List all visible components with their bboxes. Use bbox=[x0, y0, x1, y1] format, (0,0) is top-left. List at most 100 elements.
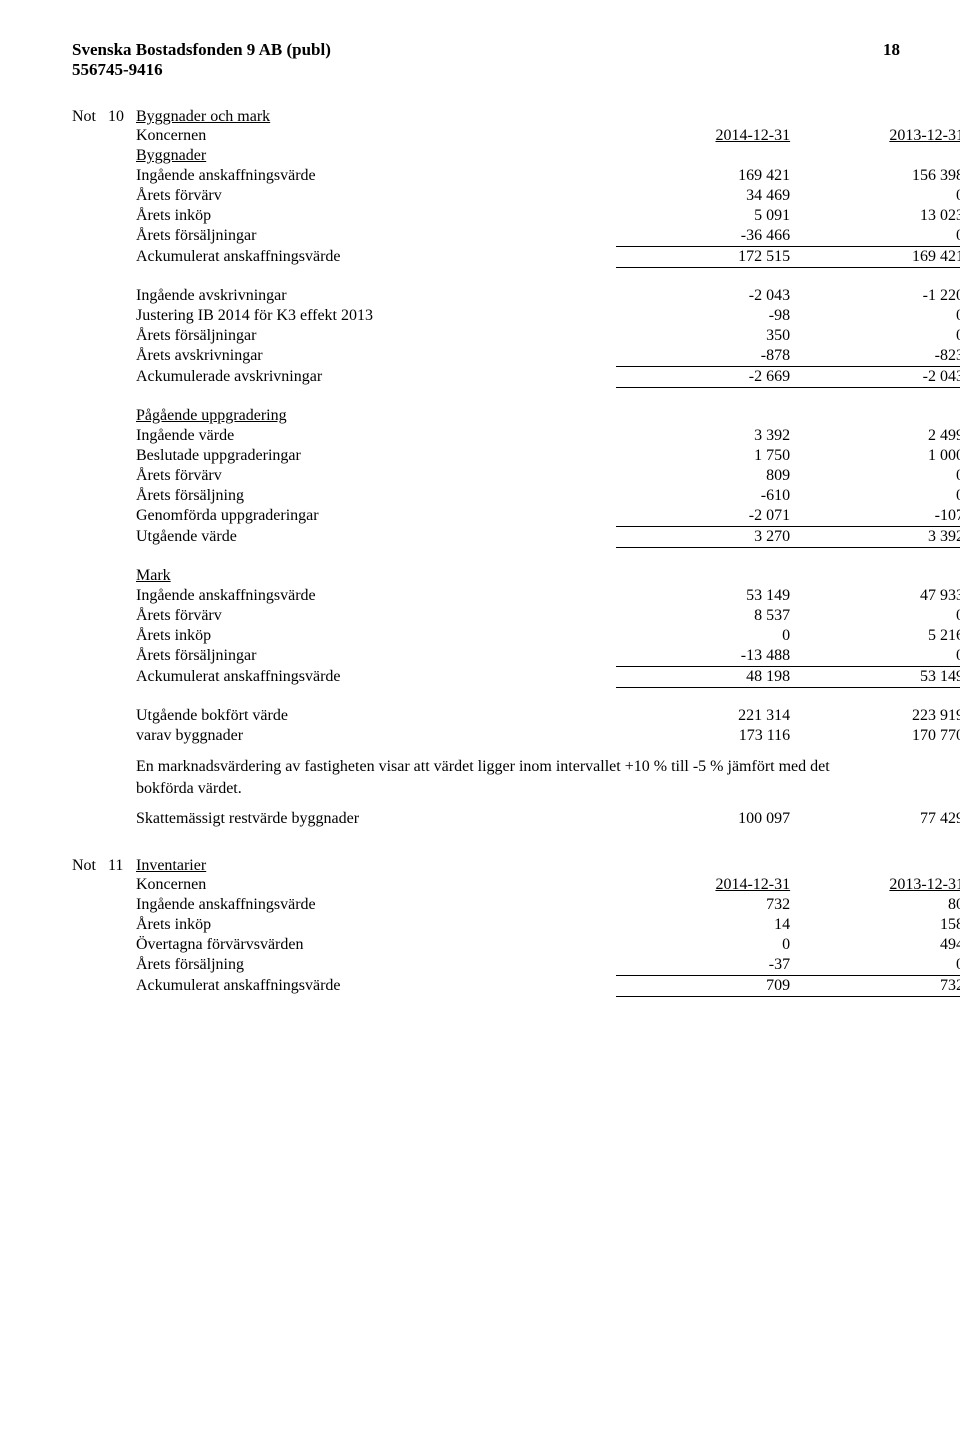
table-row-total: Ackumulerat anskaffningsvärde 48 198 53 … bbox=[136, 667, 960, 688]
row-val1: 709 bbox=[616, 976, 790, 997]
table-row: Ingående avskrivningar -2 043 -1 220 bbox=[136, 286, 960, 306]
row-label: Årets försäljning bbox=[136, 486, 616, 506]
note11-table: Koncernen 2014-12-31 2013-12-31 Ingående… bbox=[136, 875, 960, 997]
row-val1: 221 314 bbox=[616, 706, 790, 726]
row-label: Ackumulerat anskaffningsvärde bbox=[136, 976, 616, 997]
row-label: varav byggnader bbox=[136, 726, 616, 746]
table-row: varav byggnader 173 116 170 770 bbox=[136, 726, 960, 746]
row-val1: 1 750 bbox=[616, 446, 790, 466]
row-label: Årets inköp bbox=[136, 626, 616, 646]
row-val1: -13 488 bbox=[616, 646, 790, 667]
table-row: Årets inköp 0 5 216 bbox=[136, 626, 960, 646]
table-row: Utgående bokfört värde 221 314 223 919 bbox=[136, 706, 960, 726]
row-val2: 80 bbox=[790, 895, 960, 915]
row-val2: 13 023 bbox=[790, 206, 960, 226]
pagaende-heading: Pågående uppgradering bbox=[136, 406, 616, 426]
row-label: Ackumulerade avskrivningar bbox=[136, 367, 616, 388]
table-row-total: Ackumulerat anskaffningsvärde 172 515 16… bbox=[136, 247, 960, 268]
row-val1: -878 bbox=[616, 346, 790, 367]
note-title: Inventarier bbox=[136, 857, 206, 875]
row-val2: 2 499 bbox=[790, 426, 960, 446]
row-label: Årets inköp bbox=[136, 206, 616, 226]
group-label: Koncernen bbox=[136, 126, 616, 146]
table-row: Årets inköp 14 158 bbox=[136, 915, 960, 935]
valuation-text: En marknadsvärdering av fastigheten visa… bbox=[136, 756, 836, 799]
col2-header: 2013-12-31 bbox=[790, 126, 960, 146]
table-row: Ingående värde 3 392 2 499 bbox=[136, 426, 960, 446]
row-val1: 3 270 bbox=[616, 527, 790, 548]
table-row: Årets förvärv 809 0 bbox=[136, 466, 960, 486]
row-val1: -98 bbox=[616, 306, 790, 326]
table-row: Genomförda uppgraderingar -2 071 -107 bbox=[136, 506, 960, 527]
table-row: Årets avskrivningar -878 -823 bbox=[136, 346, 960, 367]
row-val1: 14 bbox=[616, 915, 790, 935]
page-header: Svenska Bostadsfonden 9 AB (publ) 556745… bbox=[72, 40, 900, 80]
row-val2: 0 bbox=[790, 306, 960, 326]
row-val2: 0 bbox=[790, 326, 960, 346]
row-label: Årets försäljningar bbox=[136, 646, 616, 667]
row-label: Genomförda uppgraderingar bbox=[136, 506, 616, 527]
table-header-row: Koncernen 2014-12-31 2013-12-31 bbox=[136, 875, 960, 895]
row-val2: 53 149 bbox=[790, 667, 960, 688]
table-row: Ingående anskaffningsvärde 53 149 47 933 bbox=[136, 586, 960, 606]
byggnader-heading: Byggnader bbox=[136, 146, 616, 166]
row-val2: 223 919 bbox=[790, 706, 960, 726]
table-row: Årets försäljningar -36 466 0 bbox=[136, 226, 960, 247]
row-val2: 0 bbox=[790, 606, 960, 626]
table-row: Årets försäljning -37 0 bbox=[136, 955, 960, 976]
row-label: Ingående avskrivningar bbox=[136, 286, 616, 306]
row-val2: 0 bbox=[790, 955, 960, 976]
row-val2: 170 770 bbox=[790, 726, 960, 746]
col1-header: 2014-12-31 bbox=[616, 126, 790, 146]
row-val1: -2 043 bbox=[616, 286, 790, 306]
table-row-total: Ackumulerat anskaffningsvärde 709 732 bbox=[136, 976, 960, 997]
row-val2: 169 421 bbox=[790, 247, 960, 268]
row-val1: -2 669 bbox=[616, 367, 790, 388]
row-val1: 173 116 bbox=[616, 726, 790, 746]
table-row: Övertagna förvärvsvärden 0 494 bbox=[136, 935, 960, 955]
row-label: Årets försäljningar bbox=[136, 226, 616, 247]
org-number: 556745-9416 bbox=[72, 60, 331, 80]
row-val2: -1 220 bbox=[790, 286, 960, 306]
row-val2: 158 bbox=[790, 915, 960, 935]
row-val2: -823 bbox=[790, 346, 960, 367]
table-row: Justering IB 2014 för K3 effekt 2013 -98… bbox=[136, 306, 960, 326]
company-name: Svenska Bostadsfonden 9 AB (publ) bbox=[72, 40, 331, 60]
table-row: Årets försäljning -610 0 bbox=[136, 486, 960, 506]
table-row: Årets förvärv 34 469 0 bbox=[136, 186, 960, 206]
row-label: Årets försäljningar bbox=[136, 326, 616, 346]
section-heading-row: Mark bbox=[136, 566, 960, 586]
row-label: Årets förvärv bbox=[136, 186, 616, 206]
note-11-heading-row: Not 11 Inventarier bbox=[72, 857, 900, 875]
row-val2: 156 398 bbox=[790, 166, 960, 186]
table-row-total: Ackumulerade avskrivningar -2 669 -2 043 bbox=[136, 367, 960, 388]
row-val1: 53 149 bbox=[616, 586, 790, 606]
row-label: Ingående värde bbox=[136, 426, 616, 446]
row-label: Årets försäljning bbox=[136, 955, 616, 976]
row-val2: 0 bbox=[790, 226, 960, 247]
row-label: Övertagna förvärvsvärden bbox=[136, 935, 616, 955]
row-val2: 77 429 bbox=[790, 809, 960, 829]
row-val1: 5 091 bbox=[616, 206, 790, 226]
note10-table: Koncernen 2014-12-31 2013-12-31 Byggnade… bbox=[136, 126, 960, 746]
row-val1: 732 bbox=[616, 895, 790, 915]
row-val2: 5 216 bbox=[790, 626, 960, 646]
note-label: Not bbox=[72, 108, 108, 126]
row-val1: 0 bbox=[616, 935, 790, 955]
row-val2: 0 bbox=[790, 466, 960, 486]
table-row: Årets förvärv 8 537 0 bbox=[136, 606, 960, 626]
section-heading-row: Pågående uppgradering bbox=[136, 406, 960, 426]
row-label: Ingående anskaffningsvärde bbox=[136, 166, 616, 186]
row-val1: 0 bbox=[616, 626, 790, 646]
row-val2: 3 392 bbox=[790, 527, 960, 548]
row-label: Ackumulerat anskaffningsvärde bbox=[136, 667, 616, 688]
company-block: Svenska Bostadsfonden 9 AB (publ) 556745… bbox=[72, 40, 331, 80]
row-label: Skattemässigt restvärde byggnader bbox=[136, 809, 616, 829]
spacer bbox=[136, 548, 960, 567]
row-label: Årets förvärv bbox=[136, 606, 616, 626]
table-row: Årets inköp 5 091 13 023 bbox=[136, 206, 960, 226]
table-row: Ingående anskaffningsvärde 169 421 156 3… bbox=[136, 166, 960, 186]
note-number: 11 bbox=[108, 857, 136, 875]
note-10-heading-row: Not 10 Byggnader och mark bbox=[72, 108, 900, 126]
row-val1: 3 392 bbox=[616, 426, 790, 446]
